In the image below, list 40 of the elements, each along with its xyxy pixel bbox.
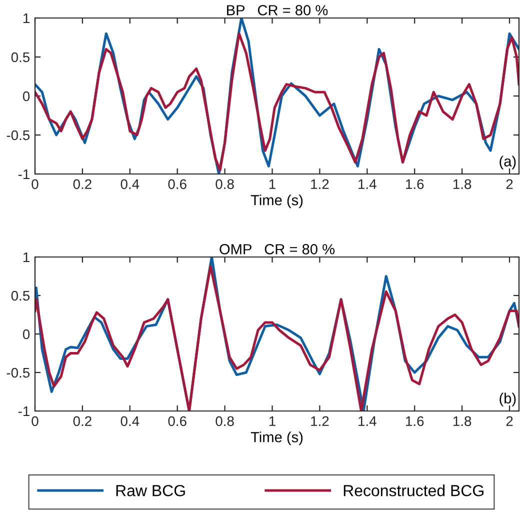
chart-title: BP CR = 80 % bbox=[227, 5, 328, 16]
x-tick-label: 1 bbox=[269, 179, 276, 189]
annotation: (a) bbox=[500, 156, 516, 170]
x-tick-label: 1 bbox=[269, 416, 276, 426]
x-tick-label: 0.8 bbox=[216, 416, 234, 426]
y-tick-label: 0.5 bbox=[11, 290, 30, 301]
x-tick-label: 0.4 bbox=[120, 416, 140, 426]
x-tick-label: 1.2 bbox=[311, 416, 329, 426]
x-tick-label: 1.8 bbox=[453, 416, 472, 426]
x-tick-label: 0.4 bbox=[120, 179, 140, 190]
x-tick-label: 1.4 bbox=[358, 416, 376, 426]
x-tick-label: 0.2 bbox=[73, 416, 92, 426]
x-axis-title: Time (s) bbox=[250, 194, 303, 208]
annotation: (b) bbox=[500, 392, 516, 406]
y-tick-label: -0.5 bbox=[6, 130, 30, 140]
x-tick-label: 1.6 bbox=[406, 416, 424, 426]
x-tick-label: 1.2 bbox=[311, 179, 329, 189]
legend-label: Raw BCG bbox=[116, 484, 185, 496]
x-tick-label: 0.6 bbox=[168, 416, 186, 426]
x-tick-label: 2 bbox=[506, 416, 513, 426]
x-tick-label: 2 bbox=[506, 179, 513, 189]
y-tick-label: 1 bbox=[23, 252, 30, 262]
x-tick-label: 0.8 bbox=[216, 179, 234, 190]
x-tick-label: 0 bbox=[32, 416, 38, 426]
chart-title: OMP CR = 80 % bbox=[220, 244, 335, 254]
x-tick-label: 1.4 bbox=[358, 179, 376, 189]
y-tick-label: -0.5 bbox=[6, 368, 30, 378]
x-tick-label: 1.6 bbox=[406, 179, 424, 190]
legend-label: Reconstructed BCG bbox=[344, 484, 484, 496]
y-tick-label: 0.5 bbox=[11, 52, 30, 62]
x-tick-label: 0 bbox=[32, 179, 38, 190]
x-tick-label: 1.8 bbox=[453, 179, 472, 190]
x-tick-label: 0.6 bbox=[168, 179, 186, 190]
y-tick-label: 0 bbox=[22, 91, 30, 102]
y-tick-label: 1 bbox=[23, 13, 30, 24]
y-tick-label: -1 bbox=[18, 406, 30, 416]
x-tick-label: 0.2 bbox=[73, 179, 92, 190]
y-tick-label: 0 bbox=[22, 329, 30, 340]
y-tick-label: -1 bbox=[18, 169, 30, 180]
x-axis-title: Time (s) bbox=[250, 432, 303, 446]
